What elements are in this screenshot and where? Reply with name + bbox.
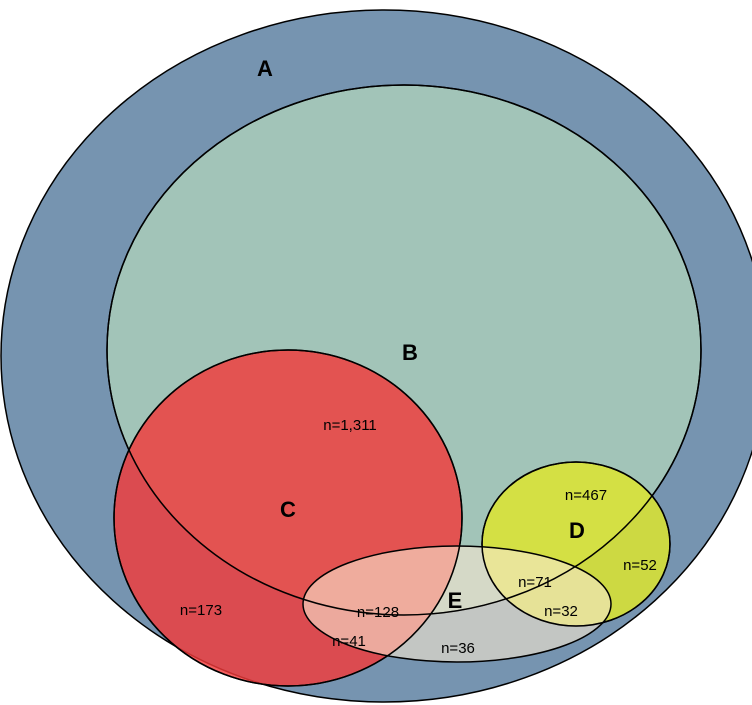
set-c-label: C — [280, 497, 296, 522]
count-d-a-only: n=52 — [623, 557, 657, 574]
count-e-a-only: n=36 — [441, 640, 475, 657]
set-d-outline — [481, 461, 671, 627]
set-e-label: E — [448, 588, 463, 613]
set-b-label: B — [402, 340, 418, 365]
count-b-only: n=1,311 — [323, 417, 377, 434]
count-d-b-e: n=71 — [518, 574, 552, 591]
count-c-a-e: n=41 — [332, 633, 366, 650]
count-c-b-e: n=128 — [357, 604, 399, 621]
set-a-label: A — [257, 56, 273, 81]
set-d-label: D — [569, 518, 585, 543]
set-c-outline — [113, 349, 463, 687]
set-b-outline — [106, 84, 702, 616]
count-d-b-only: n=467 — [565, 487, 607, 504]
count-d-a-e: n=32 — [544, 603, 578, 620]
count-c-a-only: n=173 — [180, 602, 222, 619]
set-e-region — [302, 545, 612, 663]
